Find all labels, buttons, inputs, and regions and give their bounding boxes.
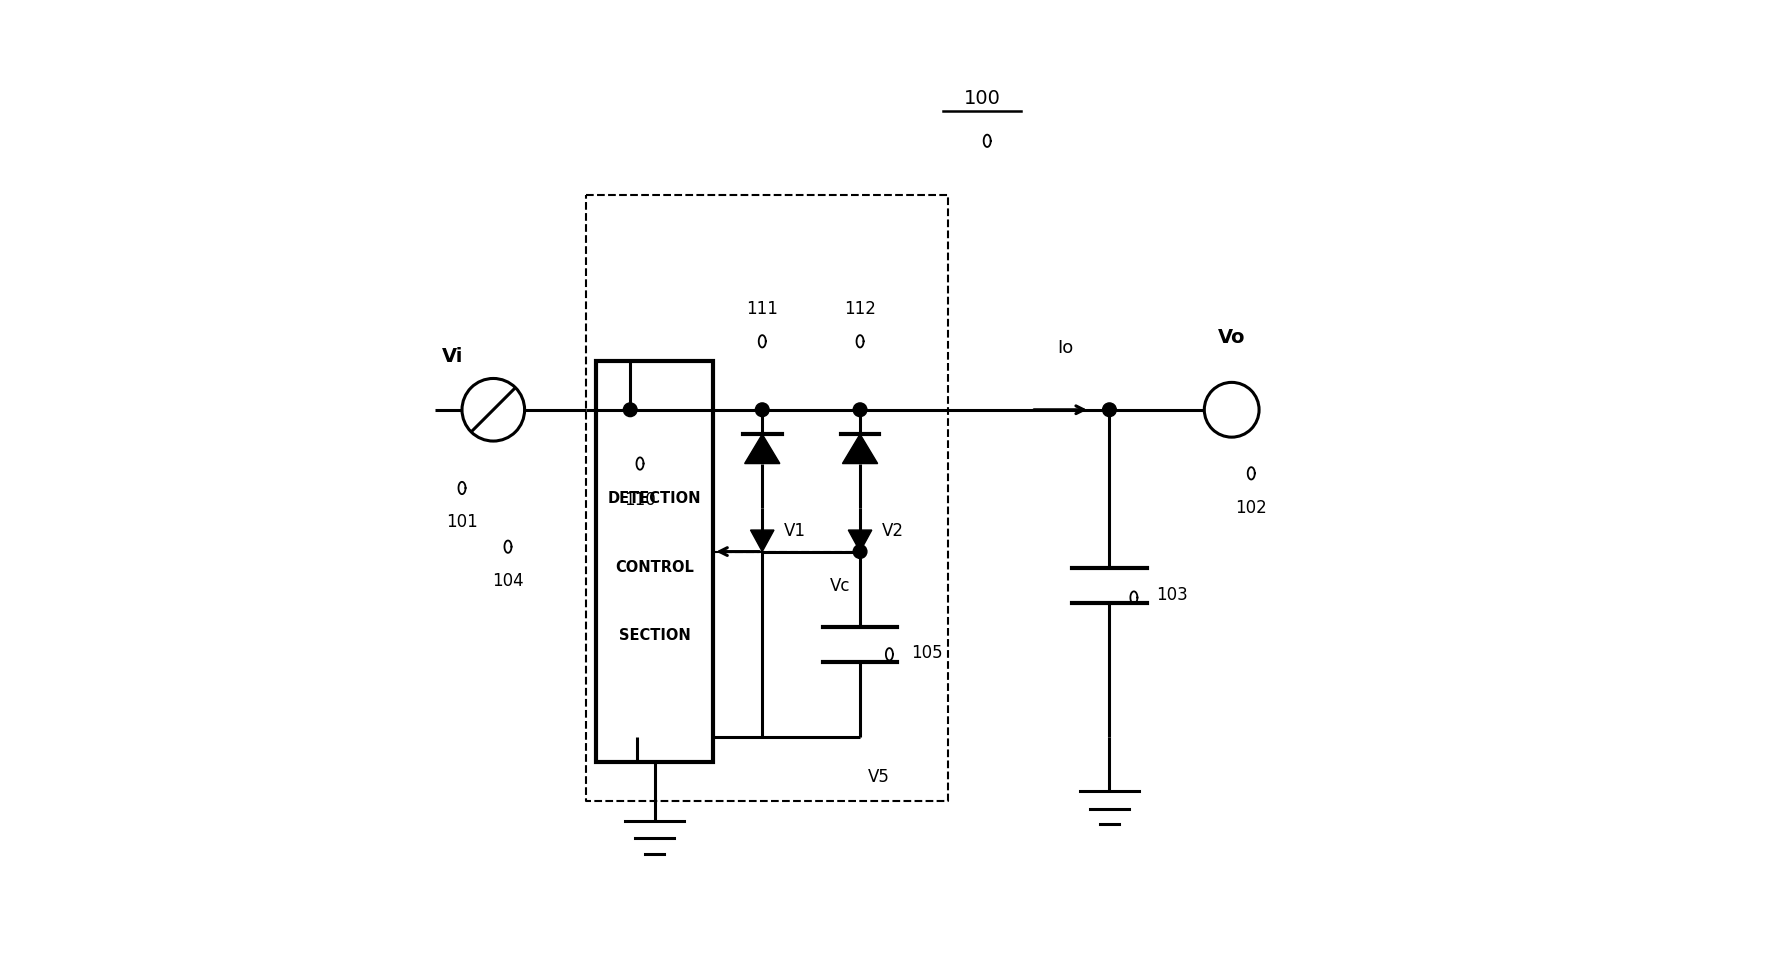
Text: 100: 100 — [964, 89, 1001, 107]
Text: V5: V5 — [869, 767, 890, 785]
Circle shape — [623, 404, 637, 417]
Polygon shape — [842, 435, 877, 464]
Text: Vo: Vo — [1217, 328, 1245, 347]
Text: Vi: Vi — [442, 347, 463, 365]
Circle shape — [1102, 404, 1116, 417]
Circle shape — [853, 404, 867, 417]
Text: Vc: Vc — [830, 576, 851, 594]
Text: 111: 111 — [747, 300, 778, 318]
Text: SECTION: SECTION — [619, 627, 690, 643]
Text: V2: V2 — [881, 521, 904, 539]
Polygon shape — [750, 531, 775, 552]
Polygon shape — [745, 435, 780, 464]
Text: 101: 101 — [446, 513, 478, 531]
Text: 102: 102 — [1235, 498, 1267, 516]
Bar — [596, 361, 713, 762]
Text: DETECTION: DETECTION — [609, 490, 702, 506]
Text: 105: 105 — [911, 644, 943, 661]
Text: V1: V1 — [784, 521, 805, 539]
Text: CONTROL: CONTROL — [616, 559, 693, 574]
Circle shape — [853, 545, 867, 559]
Text: 104: 104 — [492, 572, 524, 589]
Circle shape — [755, 404, 770, 417]
Text: 110: 110 — [624, 490, 656, 508]
Polygon shape — [849, 531, 872, 552]
Text: 103: 103 — [1157, 585, 1189, 603]
Text: 112: 112 — [844, 300, 876, 318]
Text: Io: Io — [1058, 339, 1074, 357]
